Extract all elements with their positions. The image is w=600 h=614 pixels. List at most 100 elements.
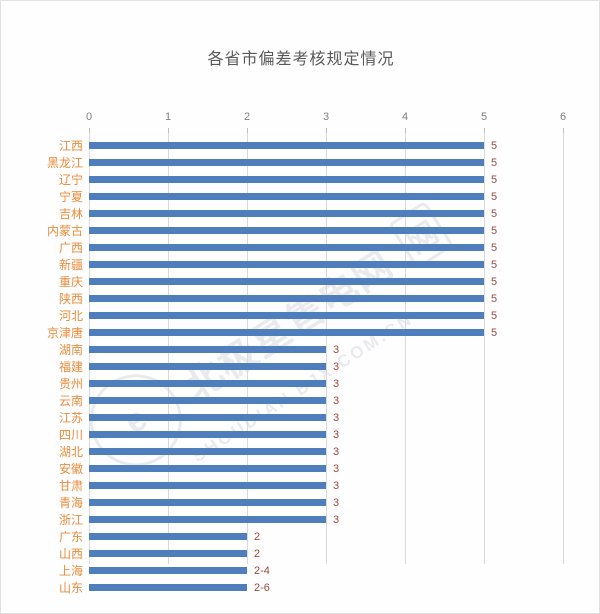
gridline (405, 132, 406, 564)
category-label: 安徽 (58, 462, 83, 476)
value-label: 3 (333, 479, 340, 492)
bar-row: 江苏 3 (1, 409, 599, 426)
bar[interactable] (89, 465, 326, 472)
bar[interactable] (89, 295, 484, 302)
axis-tick-mark (405, 128, 406, 133)
value-label: 5 (491, 292, 498, 305)
x-axis-tick-label: 5 (480, 111, 488, 123)
bar[interactable] (89, 142, 484, 149)
bar[interactable] (89, 397, 326, 404)
x-axis-tick-label: 4 (401, 111, 409, 123)
gridline (563, 132, 564, 564)
bar[interactable] (89, 244, 484, 251)
value-label: 3 (333, 462, 340, 475)
bar-row: 上海 2-4 (1, 562, 599, 579)
x-axis-tick-label: 0 (85, 111, 93, 123)
value-label: 2-6 (254, 581, 270, 594)
axis-tick-mark (484, 128, 485, 133)
value-label: 5 (491, 173, 498, 186)
value-label: 2-4 (254, 564, 270, 577)
bar-row: 吉林 5 (1, 205, 599, 222)
category-label: 福建 (58, 360, 83, 374)
x-axis-tick-label: 2 (243, 111, 251, 123)
value-label: 3 (333, 445, 340, 458)
bar[interactable] (89, 448, 326, 455)
bar[interactable] (89, 516, 326, 523)
value-label: 5 (491, 224, 498, 237)
category-label: 广东 (58, 530, 83, 544)
category-label: 四川 (58, 428, 83, 442)
value-label: 3 (333, 377, 340, 390)
category-label: 内蒙古 (46, 224, 83, 238)
category-label: 黑龙江 (46, 156, 83, 170)
bar-row: 青海 3 (1, 494, 599, 511)
category-label: 山西 (58, 547, 83, 561)
bar-row: 安徽 3 (1, 460, 599, 477)
value-label: 2 (254, 530, 261, 543)
gridline (326, 132, 327, 564)
bar-row: 山西 2 (1, 545, 599, 562)
bar-row: 湖北 3 (1, 443, 599, 460)
bar[interactable] (89, 346, 326, 353)
bar-row: 湖南 3 (1, 341, 599, 358)
bar[interactable] (89, 414, 326, 421)
bar[interactable] (89, 312, 484, 319)
bar-row: 江西 5 (1, 137, 599, 154)
value-label: 3 (333, 343, 340, 356)
bar[interactable] (89, 210, 484, 217)
category-label: 重庆 (58, 275, 83, 289)
value-label: 5 (491, 139, 498, 152)
value-label: 3 (333, 428, 340, 441)
bar[interactable] (89, 159, 484, 166)
gridline (484, 132, 485, 564)
bar-row: 四川 3 (1, 426, 599, 443)
value-label: 5 (491, 190, 498, 203)
bar[interactable] (89, 261, 484, 268)
value-label: 3 (333, 411, 340, 424)
category-label: 辽宁 (58, 173, 83, 187)
value-label: 3 (333, 394, 340, 407)
category-label: 陕西 (58, 292, 83, 306)
bar-rows: 江西 5 黑龙江 5 辽宁 5 宁夏 5 吉林 5 内蒙古 5 广西 5 新疆 5 重庆 5 陕西 5 河北 5 京津唐 5 湖… (1, 137, 599, 595)
bar[interactable] (89, 227, 484, 234)
value-label: 3 (333, 496, 340, 509)
bar[interactable] (89, 176, 484, 183)
category-label: 浙江 (58, 513, 83, 527)
value-label: 5 (491, 326, 498, 339)
value-label: 5 (491, 156, 498, 169)
bar[interactable] (89, 278, 484, 285)
bar[interactable] (89, 431, 326, 438)
category-label: 湖北 (58, 445, 83, 459)
bar[interactable] (89, 380, 326, 387)
bar[interactable] (89, 567, 247, 574)
value-label: 2 (254, 547, 261, 560)
value-label: 5 (491, 207, 498, 220)
bar-row: 河北 5 (1, 307, 599, 324)
bar[interactable] (89, 550, 247, 557)
category-label: 广西 (58, 241, 83, 255)
category-label: 宁夏 (58, 190, 83, 204)
bar[interactable] (89, 584, 247, 591)
x-axis-tick-label: 3 (322, 111, 330, 123)
bar-row: 京津唐 5 (1, 324, 599, 341)
bar[interactable] (89, 363, 326, 370)
bar-row: 辽宁 5 (1, 171, 599, 188)
category-label: 山东 (58, 581, 83, 595)
bar[interactable] (89, 193, 484, 200)
category-label: 云南 (58, 394, 83, 408)
value-label: 3 (333, 360, 340, 373)
bar[interactable] (89, 482, 326, 489)
bar[interactable] (89, 533, 247, 540)
category-label: 新疆 (58, 258, 83, 272)
axis-tick-mark (89, 128, 90, 133)
value-label: 3 (333, 513, 340, 526)
bar-row: 山东 2-6 (1, 579, 599, 596)
x-axis-tick-label: 1 (164, 111, 172, 123)
category-label: 江西 (58, 139, 83, 153)
category-label: 河北 (58, 309, 83, 323)
bar-row: 云南 3 (1, 392, 599, 409)
bar[interactable] (89, 499, 326, 506)
category-label: 吉林 (58, 207, 83, 221)
bar[interactable] (89, 329, 484, 336)
